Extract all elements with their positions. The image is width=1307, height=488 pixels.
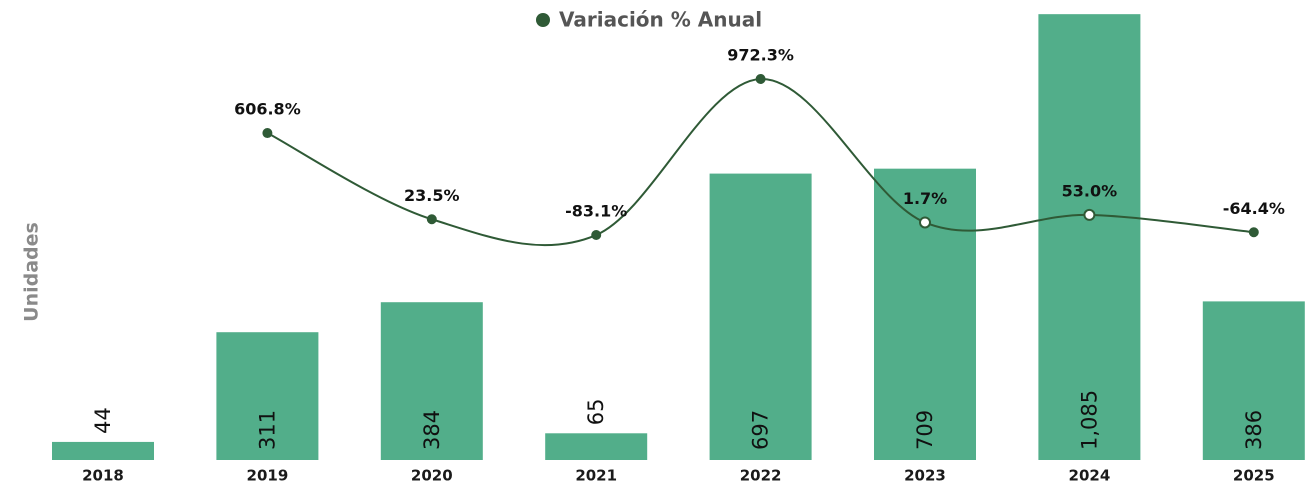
legend-marker — [536, 13, 550, 27]
line-point — [755, 73, 766, 84]
bar — [1202, 301, 1305, 460]
legend-label: Variación % Anual — [559, 8, 762, 32]
line-value-label: -83.1% — [565, 202, 627, 221]
line-point — [919, 216, 931, 229]
x-tick-label: 2019 — [247, 467, 289, 485]
bar-value-label: 311 — [255, 410, 279, 450]
x-tick-label: 2018 — [82, 467, 124, 485]
bar — [1038, 14, 1141, 461]
x-tick-label: 2025 — [1233, 467, 1275, 485]
x-tick-label: 2021 — [575, 467, 617, 485]
line-point — [1248, 227, 1259, 238]
line-value-label: 606.8% — [234, 100, 301, 119]
bar — [52, 441, 154, 460]
bar-value-label: 386 — [1242, 410, 1266, 450]
bar-value-label: 44 — [91, 407, 115, 434]
bar-value-label: 709 — [913, 410, 937, 450]
line-point — [1083, 208, 1096, 221]
line-value-label: -64.4% — [1223, 199, 1285, 218]
bar — [709, 173, 812, 460]
line-value-label: 972.3% — [727, 45, 794, 64]
bar — [380, 302, 483, 460]
bar — [216, 332, 319, 460]
x-tick-label: 2022 — [740, 467, 782, 485]
y-axis-label: Unidades — [21, 222, 43, 322]
line-point — [262, 128, 273, 139]
line-point — [591, 230, 602, 241]
bar-value-label: 1,085 — [1077, 390, 1101, 450]
line-value-label: 23.5% — [404, 186, 460, 205]
x-tick-label: 2020 — [411, 467, 453, 485]
x-tick-label: 2023 — [904, 467, 946, 485]
bar-value-label: 65 — [584, 399, 608, 426]
bar-value-label: 697 — [749, 410, 773, 450]
bar-value-label: 384 — [420, 410, 444, 450]
line-point — [426, 214, 437, 225]
bar — [545, 433, 648, 460]
x-tick-label: 2024 — [1069, 467, 1111, 485]
line-value-label: 53.0% — [1062, 181, 1118, 200]
line-value-label: 1.7% — [903, 189, 947, 208]
